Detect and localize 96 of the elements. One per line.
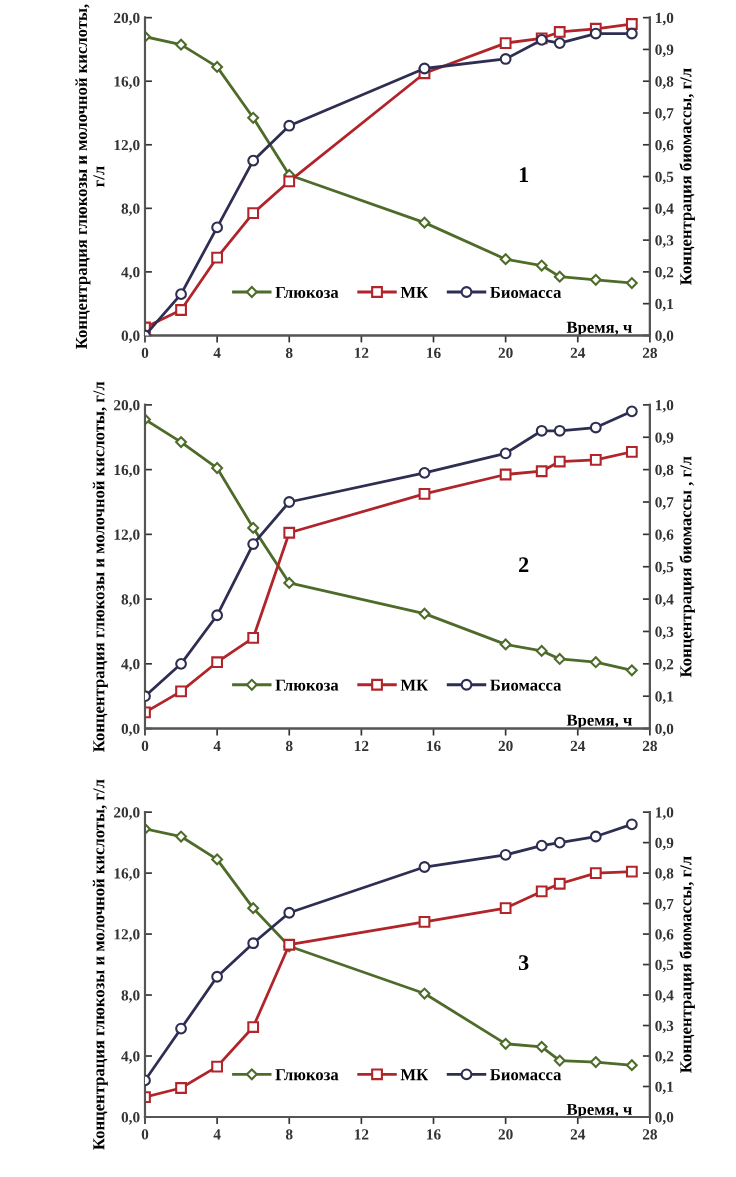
y2-tick-label: 0,0 xyxy=(655,1112,674,1125)
y-tick-label: 0,0 xyxy=(121,330,140,344)
y2-tick-label: 0,5 xyxy=(655,561,674,575)
y2-tick-label: 0,6 xyxy=(655,529,674,543)
y2-tick-label: 0,6 xyxy=(655,139,674,153)
y2-tick-label: 0,6 xyxy=(655,929,674,942)
y2-tick-label: 0,9 xyxy=(655,432,674,445)
x-tick-label: 8 xyxy=(285,1129,293,1140)
y-tick-label: 12,0 xyxy=(114,139,140,153)
y2-tick-label: 0,4 xyxy=(655,594,674,607)
x-tick-label: 0 xyxy=(141,1129,149,1140)
x-tick-label: 4 xyxy=(213,347,221,358)
y2-tick-label: 0,8 xyxy=(655,868,674,881)
legend-label: МК xyxy=(400,679,429,691)
y2-tick-label: 0,8 xyxy=(655,76,674,89)
x-axis-title: Время, ч xyxy=(566,714,632,730)
x-tick-label: 12 xyxy=(354,740,369,751)
y-tick-label: 8,0 xyxy=(121,203,140,216)
x-tick-label: 4 xyxy=(213,740,221,751)
y2-tick-label: 0,7 xyxy=(655,898,674,912)
y-tick-label: 16,0 xyxy=(114,868,140,881)
y-axis-title: Концентрация глюкозы и молочной кислоты, г/л xyxy=(92,779,108,1150)
y-tick-label: 16,0 xyxy=(114,76,140,89)
x-axis-title: Время, ч xyxy=(566,321,632,337)
x-tick-label: 28 xyxy=(642,1129,658,1140)
annotation: 3 xyxy=(518,955,529,971)
y2-tick-label: 1,0 xyxy=(655,807,674,820)
y2-axis-title: Концентрация биомассы, г/л xyxy=(679,68,695,285)
y-tick-label: 8,0 xyxy=(121,594,140,607)
legend-label: МК xyxy=(400,286,429,298)
y-tick-label: 4,0 xyxy=(121,1051,140,1064)
y2-tick-label: 0,3 xyxy=(655,1020,674,1034)
x-tick-label: 12 xyxy=(354,347,369,358)
legend-label: Глюкоза xyxy=(275,679,339,691)
y-tick-label: 4,0 xyxy=(121,267,140,280)
x-tick-label: 4 xyxy=(213,1129,221,1140)
y2-tick-label: 0,2 xyxy=(655,267,674,280)
y-tick-label: 4,0 xyxy=(121,658,140,672)
y2-tick-label: 0,9 xyxy=(655,837,674,851)
annotation: 1 xyxy=(519,167,529,182)
y2-tick-label: 0,8 xyxy=(655,464,674,478)
y-tick-label: 16,0 xyxy=(114,464,140,478)
legend-label: Глюкоза xyxy=(275,1069,339,1081)
x-tick-label: 0 xyxy=(141,740,149,752)
y-tick-label: 20,0 xyxy=(114,807,140,820)
x-axis-title: Время, ч xyxy=(566,1103,632,1119)
x-tick-label: 24 xyxy=(570,347,586,358)
x-tick-label: 12 xyxy=(354,1129,369,1140)
y-tick-label: 20,0 xyxy=(114,400,140,413)
x-tick-label: 24 xyxy=(570,1129,586,1140)
y-tick-label: 8,0 xyxy=(121,990,140,1003)
y-tick-label: 0,0 xyxy=(121,723,140,737)
legend-label: Биомасса xyxy=(490,286,562,298)
y2-tick-label: 0,1 xyxy=(655,691,674,704)
x-tick-label: 16 xyxy=(427,740,441,752)
y2-tick-label: 0,5 xyxy=(655,171,674,185)
legend-label: Глюкоза xyxy=(275,286,339,298)
y2-tick-label: 0,4 xyxy=(655,990,674,1003)
y2-axis-title: Концентрация биомассы , г/л xyxy=(679,456,695,678)
legend-label: МК xyxy=(400,1069,429,1081)
y2-tick-label: 1,0 xyxy=(655,400,674,413)
x-tick-label: 8 xyxy=(285,740,293,752)
legend-label: Биомасса xyxy=(490,1069,562,1081)
y-axis-title: Концентрация глюкозы и молочной кислоты, г/л xyxy=(92,381,108,752)
x-tick-label: 28 xyxy=(642,740,658,752)
y-axis-title: Концентрация глюкозы и молочной кислоты, г/л xyxy=(75,4,105,349)
x-tick-label: 20 xyxy=(498,1129,513,1140)
x-tick-label: 20 xyxy=(498,347,513,358)
y2-tick-label: 0,2 xyxy=(655,658,674,672)
y2-tick-label: 0,5 xyxy=(655,959,674,973)
y2-tick-label: 0,7 xyxy=(655,497,674,510)
y2-tick-label: 0,7 xyxy=(655,108,674,121)
x-tick-label: 24 xyxy=(570,740,586,751)
y-tick-label: 12,0 xyxy=(114,529,140,543)
x-tick-label: 28 xyxy=(642,347,658,358)
y2-tick-label: 0,0 xyxy=(655,330,674,344)
y2-tick-label: 0,2 xyxy=(655,1051,674,1064)
y2-tick-label: 0,3 xyxy=(655,235,674,248)
y2-tick-label: 1,0 xyxy=(655,12,674,26)
y2-tick-label: 0,4 xyxy=(655,203,674,216)
annotation: 2 xyxy=(519,557,529,573)
y2-axis-title: Концентрация биомассы, г/л xyxy=(679,856,695,1073)
y-tick-label: 0,0 xyxy=(121,1112,140,1125)
y-tick-label: 20,0 xyxy=(114,12,140,26)
y2-tick-label: 0,0 xyxy=(655,723,674,737)
y-tick-label: 12,0 xyxy=(114,929,140,942)
x-tick-label: 20 xyxy=(498,740,513,752)
y2-tick-label: 0,3 xyxy=(655,626,674,640)
legend-label: Биомасса xyxy=(490,679,562,691)
y2-tick-label: 0,9 xyxy=(655,44,674,58)
x-tick-label: 16 xyxy=(427,1129,441,1140)
y2-tick-label: 0,1 xyxy=(655,1081,674,1095)
x-tick-label: 0 xyxy=(141,347,149,358)
x-tick-label: 8 xyxy=(285,347,293,358)
x-tick-label: 16 xyxy=(427,347,441,358)
y2-tick-label: 0,1 xyxy=(655,298,674,312)
